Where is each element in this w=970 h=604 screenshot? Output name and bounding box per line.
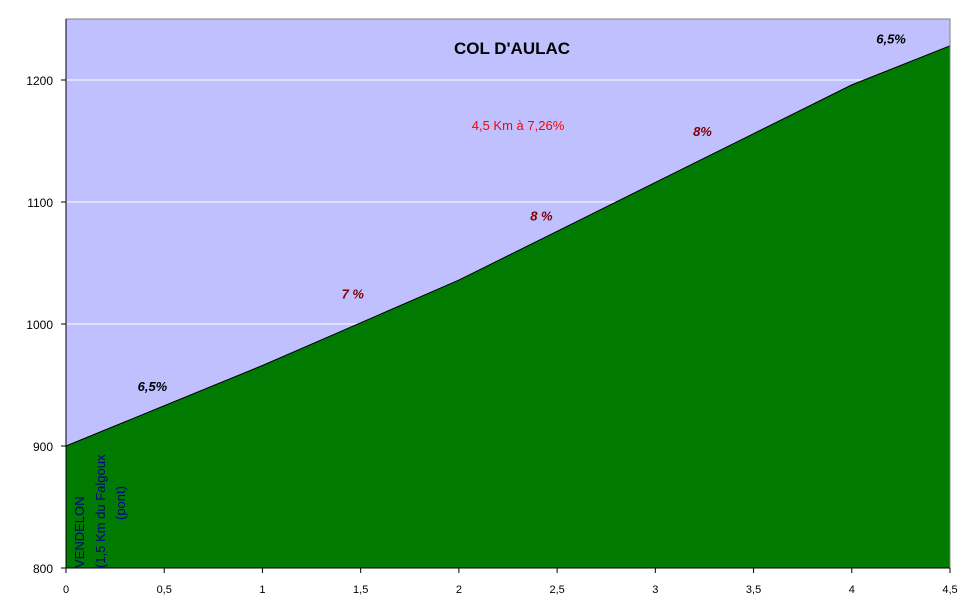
elevation-line <box>65 45 951 447</box>
x-tick-label: 3 <box>652 584 658 596</box>
x-tick-label: 0,5 <box>157 584 172 596</box>
start-label-line-3: (pont) <box>113 486 128 520</box>
x-tick-label: 1 <box>259 584 265 596</box>
chart-subtitle: 4,5 Km à 7,26% <box>472 118 565 133</box>
elevation-area <box>66 45 950 568</box>
y-tick-label: 1200 <box>26 74 53 88</box>
start-label-line-1: VENDELON <box>72 496 87 568</box>
y-tick-label: 900 <box>33 440 53 454</box>
grade-annotation: 6,5% <box>876 31 906 46</box>
y-axis-ticks: 800 900 1000 1100 1200 <box>26 74 66 576</box>
x-tick-label: 4,5 <box>942 584 957 596</box>
grade-annotation: 6,5% <box>138 379 168 394</box>
x-tick-label: 2 <box>456 584 462 596</box>
x-tick-label: 4 <box>849 584 855 596</box>
grade-annotation: 7 % <box>342 286 365 301</box>
x-tick-label: 2,5 <box>549 584 564 596</box>
grade-annotation: 8 % <box>530 208 553 223</box>
x-tick-label: 3,5 <box>746 584 761 596</box>
y-tick-label: 800 <box>33 562 53 576</box>
start-label: VENDELON (1,5 Km du Falgoux (pont) <box>72 454 128 568</box>
y-tick-label: 1100 <box>27 196 53 210</box>
y-tick-label: 1000 <box>26 318 53 332</box>
grade-annotation: 8% <box>693 124 712 139</box>
start-label-line-2: (1,5 Km du Falgoux <box>93 454 108 568</box>
x-axis-ticks: 0 0,5 1 1,5 2 2,5 3 3,5 4 4,5 <box>63 568 958 596</box>
x-tick-label: 1,5 <box>353 584 368 596</box>
chart-title: COL D'AULAC <box>454 39 570 58</box>
x-tick-label: 0 <box>63 584 69 596</box>
grade-annotations: 6,5% 7 % 8 % 8% 6,5% <box>138 31 907 394</box>
